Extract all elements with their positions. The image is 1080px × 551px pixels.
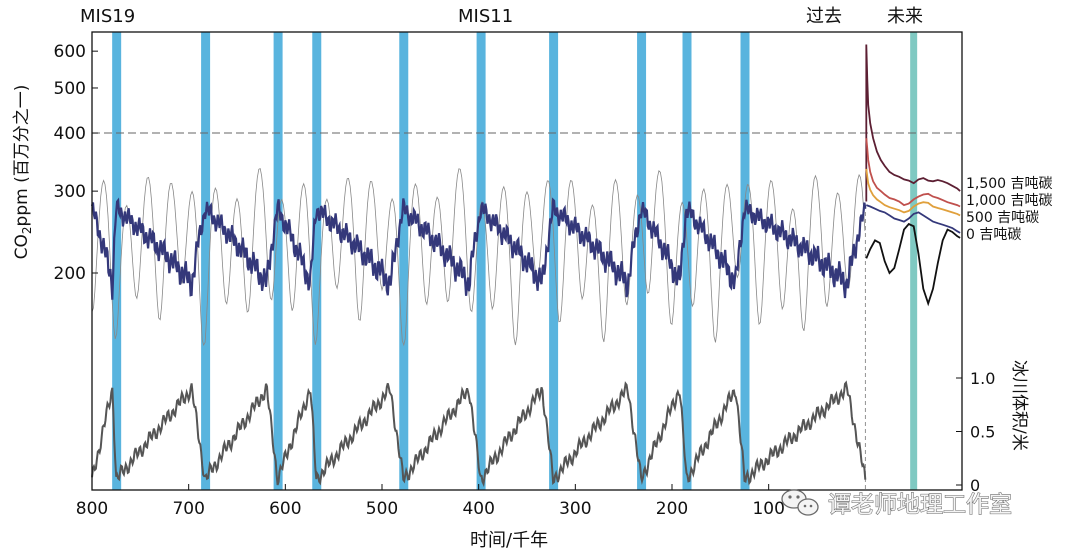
interglacial-band-0 [112, 32, 122, 490]
co2-axis-label-a: CO [12, 234, 32, 259]
future-band-group [910, 32, 918, 490]
ice-volume-group [91, 380, 867, 488]
future-series-1 [865, 138, 961, 208]
x-axis-ticks: 800 700 600 500 400 300 200 100 [76, 484, 785, 519]
co2-axis-label: CO2ppm (百万分之一) [12, 85, 34, 260]
ice-tick-label-0: 0 [970, 476, 980, 495]
x-tick-label-2: 600 [269, 499, 301, 519]
interglacial-band-8 [682, 32, 692, 490]
co2-tick-label-2: 400 [54, 124, 86, 144]
interglacial-band-5 [476, 32, 486, 490]
interglacial-band-6 [549, 32, 559, 490]
legend-500: 500 吉吨碳 [966, 210, 1039, 226]
x-tick-label-5: 300 [559, 499, 591, 519]
x-tick-label-1: 700 [172, 499, 204, 519]
x-axis-label: 时间/千年 [470, 530, 548, 551]
co2-axis-label-sub: 2 [20, 226, 34, 234]
co2-tick-label-4: 600 [54, 42, 86, 62]
co2-record-line [90, 197, 867, 300]
co2-tick-label-0: 200 [54, 264, 86, 284]
x-tick-label-7: 100 [752, 499, 784, 519]
x-tick-label-0: 800 [76, 499, 108, 519]
co2-tick-label-1: 300 [54, 182, 86, 202]
interglacial-band-4 [399, 32, 409, 490]
legend-0: 0 吉吨碳 [966, 227, 1021, 243]
co2-axis-ticks: 200 300 400 500 600 [54, 42, 98, 284]
future-series-2 [865, 168, 961, 217]
future-series-4 [865, 222, 961, 307]
legend-1000: 1,000 吉吨碳 [966, 193, 1053, 209]
legend-1500: 1,500 吉吨碳 [966, 176, 1053, 192]
co2-tick-label-3: 500 [54, 79, 86, 99]
interglacial-band-3 [312, 32, 322, 490]
co2-record-group [90, 197, 867, 300]
x-tick-label-3: 500 [366, 499, 398, 519]
x-tick-label-4: 400 [462, 499, 494, 519]
reference-line-group [92, 132, 962, 490]
future-series-3 [865, 204, 961, 234]
interglacial-band-1 [201, 32, 211, 490]
future-projections-group [865, 44, 961, 307]
future-band [910, 32, 918, 490]
plot-frame [91, 31, 963, 491]
co2-axis-label-b: ppm (百万分之一) [12, 85, 32, 227]
interglacial-band-9 [740, 32, 750, 490]
x-tick-label-6: 200 [656, 499, 688, 519]
ice-axis-ticks: 0 0.5 1.0 [956, 369, 995, 495]
interglacial-band-2 [273, 32, 283, 490]
interglacial-bands [112, 32, 750, 490]
watermark-text: 谭老师地理工作室 [828, 492, 1012, 518]
interglacial-band-7 [637, 32, 647, 490]
ice-axis-label: 冰川体积/米 [1009, 360, 1029, 451]
top-label-mis19: MIS19 [80, 6, 135, 27]
ice-tick-label-1: 0.5 [970, 423, 995, 442]
future-label: 未来 [887, 6, 923, 27]
top-label-mis11: MIS11 [458, 6, 513, 27]
ice-tick-label-2: 1.0 [970, 369, 995, 388]
ice-volume-line [91, 380, 867, 488]
wechat-icon [781, 489, 819, 516]
watermark: 谭老师地理工作室 [781, 489, 1013, 519]
past-label: 过去 [806, 6, 842, 27]
future-series-0 [865, 44, 961, 202]
